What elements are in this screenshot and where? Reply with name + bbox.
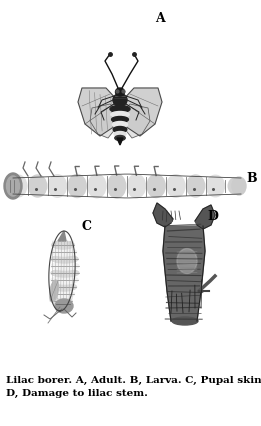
Ellipse shape bbox=[177, 248, 197, 273]
Ellipse shape bbox=[52, 290, 74, 298]
Polygon shape bbox=[90, 104, 117, 138]
Ellipse shape bbox=[114, 132, 126, 136]
Ellipse shape bbox=[112, 121, 128, 127]
Ellipse shape bbox=[52, 241, 74, 249]
Ellipse shape bbox=[9, 175, 27, 197]
Text: C: C bbox=[81, 219, 91, 233]
Ellipse shape bbox=[111, 112, 129, 118]
Ellipse shape bbox=[51, 248, 76, 256]
Ellipse shape bbox=[112, 116, 128, 123]
Polygon shape bbox=[195, 205, 215, 229]
Ellipse shape bbox=[51, 269, 79, 277]
Polygon shape bbox=[165, 227, 177, 241]
Polygon shape bbox=[78, 88, 118, 136]
Ellipse shape bbox=[187, 175, 205, 197]
Ellipse shape bbox=[51, 255, 78, 263]
Polygon shape bbox=[117, 138, 123, 145]
Ellipse shape bbox=[52, 297, 72, 305]
Ellipse shape bbox=[232, 177, 246, 195]
Polygon shape bbox=[163, 226, 205, 321]
Ellipse shape bbox=[113, 127, 127, 132]
Ellipse shape bbox=[172, 317, 198, 325]
Ellipse shape bbox=[68, 175, 86, 198]
Polygon shape bbox=[153, 203, 173, 227]
Ellipse shape bbox=[50, 280, 58, 302]
Polygon shape bbox=[58, 231, 66, 241]
Ellipse shape bbox=[127, 174, 145, 198]
Ellipse shape bbox=[206, 175, 224, 197]
Ellipse shape bbox=[228, 178, 242, 194]
Ellipse shape bbox=[108, 174, 126, 198]
Ellipse shape bbox=[88, 174, 106, 198]
Ellipse shape bbox=[7, 176, 20, 196]
Ellipse shape bbox=[55, 299, 73, 313]
Ellipse shape bbox=[116, 88, 124, 96]
Ellipse shape bbox=[115, 135, 125, 141]
Polygon shape bbox=[123, 104, 150, 138]
Ellipse shape bbox=[28, 175, 47, 197]
Ellipse shape bbox=[167, 175, 185, 197]
Ellipse shape bbox=[4, 173, 22, 199]
Text: B: B bbox=[247, 172, 257, 184]
Ellipse shape bbox=[51, 262, 79, 270]
Ellipse shape bbox=[51, 283, 76, 291]
Ellipse shape bbox=[48, 175, 67, 197]
Ellipse shape bbox=[147, 175, 165, 198]
Ellipse shape bbox=[113, 93, 127, 106]
Ellipse shape bbox=[110, 106, 130, 112]
Text: Lilac borer. A, Adult. B, Larva. C, Pupal skin.
D, Damage to lilac stem.: Lilac borer. A, Adult. B, Larva. C, Pupa… bbox=[6, 376, 261, 397]
Polygon shape bbox=[122, 88, 162, 136]
Text: A: A bbox=[155, 12, 165, 25]
Text: D: D bbox=[207, 210, 218, 222]
Ellipse shape bbox=[51, 276, 78, 284]
